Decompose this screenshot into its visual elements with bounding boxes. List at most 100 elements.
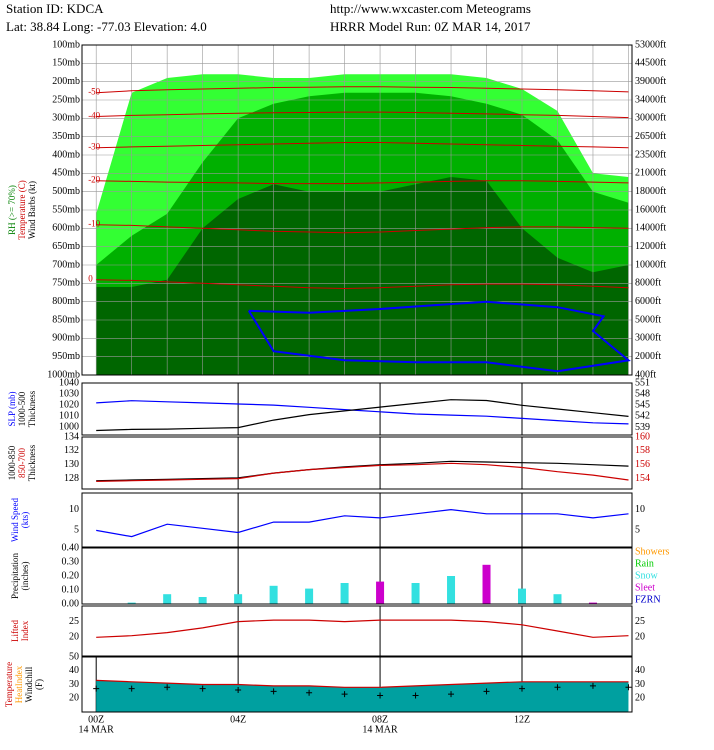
- y2-tick-label: 539: [635, 422, 650, 433]
- marker: [448, 691, 455, 698]
- series-line: [96, 679, 629, 688]
- freezing-contour: [247, 300, 631, 373]
- y-tick-label: 128: [64, 473, 79, 484]
- height-label: 39000ft: [635, 76, 666, 87]
- y-tick-label: 0.20: [62, 570, 80, 581]
- x-tick-label: 00Z: [88, 714, 104, 725]
- height-label: 21000ft: [635, 168, 666, 179]
- y-tick-label: 550mb: [52, 204, 80, 215]
- y-tick-label: 5: [74, 525, 79, 536]
- y2-tick-label: 40: [635, 665, 645, 676]
- y-tick-label: 1020: [59, 399, 79, 410]
- axis-title: SLP (mb): [7, 392, 17, 427]
- axis-title: Temperature (C): [17, 180, 27, 240]
- series-line: [96, 460, 629, 482]
- axis-title: Wind Speed: [10, 498, 20, 542]
- series-line: [96, 400, 629, 425]
- y-tick-label: 0.00: [62, 598, 80, 609]
- y-tick-label: 0.40: [62, 542, 80, 553]
- isotherm-label: -50: [88, 87, 100, 97]
- y-tick-label: 134: [64, 431, 79, 442]
- y-tick-label: 1000: [59, 422, 79, 433]
- bar: [127, 602, 136, 604]
- y2-tick-label: 20: [635, 632, 645, 643]
- y-tick-label: 1000mb: [47, 369, 80, 380]
- y-tick-label: 100mb: [52, 39, 80, 50]
- height-label: 30000ft: [635, 113, 666, 124]
- panel-border: [81, 656, 633, 713]
- axis-title: 1000-850: [7, 445, 17, 480]
- x-tick-label: 12Z: [514, 714, 530, 725]
- y-tick-label: 800mb: [52, 296, 80, 307]
- height-label: 44500ft: [635, 58, 666, 69]
- height-label: 26500ft: [635, 131, 666, 142]
- model-run: HRRR Model Run: 0Z MAR 14, 2017: [330, 19, 531, 34]
- height-label: 16000ft: [635, 204, 666, 215]
- bar: [234, 594, 243, 604]
- bar: [553, 594, 562, 604]
- y-tick-label: 30: [69, 679, 79, 690]
- y-tick-label: 130: [64, 459, 79, 470]
- y-tick-label: 950mb: [52, 351, 80, 362]
- y-tick-label: 20: [69, 632, 79, 643]
- legend-entry: FZRN: [635, 594, 661, 605]
- y-tick-label: 900mb: [52, 333, 80, 344]
- isotherm-label: -30: [88, 142, 100, 152]
- y2-tick-label: 154: [635, 473, 650, 484]
- isotherm: [96, 224, 629, 234]
- axis-title: Thickness: [27, 390, 37, 427]
- axis-title: Index: [20, 620, 30, 641]
- y-tick-label: 700mb: [52, 259, 80, 270]
- height-label: 23500ft: [635, 149, 666, 160]
- y-tick-label: 250mb: [52, 94, 80, 105]
- bar: [305, 588, 314, 604]
- y2-tick-label: 158: [635, 445, 650, 456]
- axis-title: Windchill: [24, 666, 34, 702]
- isotherm: [96, 111, 629, 119]
- axis-title: Temperature: [4, 662, 14, 707]
- bar: [447, 576, 456, 604]
- y-tick-label: 600mb: [52, 223, 80, 234]
- date-label: 14 MAR: [362, 724, 398, 735]
- series-line: [96, 462, 629, 482]
- site: http://www.wxcaster.com Meteograms: [330, 1, 531, 16]
- marker: [519, 685, 525, 692]
- y-tick-label: 500mb: [52, 186, 80, 197]
- y-tick-label: 40: [69, 665, 79, 676]
- panel-border: [81, 547, 633, 605]
- height-label: 400ft: [635, 369, 656, 380]
- axis-title: Wind Barbs (kt): [27, 181, 37, 239]
- marker: [341, 691, 348, 698]
- isotherm-label: -10: [88, 219, 100, 229]
- station-id: Station ID: KDCA: [6, 1, 104, 16]
- bar: [198, 597, 207, 604]
- axis-title: Lifted: [10, 620, 20, 642]
- marker: [412, 692, 419, 699]
- isotherm-label: -20: [88, 175, 100, 185]
- marker: [306, 689, 313, 696]
- y-tick-label: 1030: [59, 388, 79, 399]
- axis-title: Thickness: [27, 444, 37, 481]
- series-line: [96, 508, 629, 538]
- y2-tick-label: 548: [635, 388, 650, 399]
- axis-title: RH (>= 70%): [7, 185, 17, 235]
- height-label: 12000ft: [635, 241, 666, 252]
- legend-entry: Sleet: [635, 582, 655, 593]
- x-tick-label: 04Z: [230, 714, 246, 725]
- y-tick-label: 200mb: [52, 76, 80, 87]
- location: Lat: 38.84 Long: -77.03 Elevation: 4.0: [6, 19, 207, 34]
- y-tick-label: 300mb: [52, 113, 80, 124]
- y2-tick-label: 551: [635, 377, 650, 388]
- y-tick-label: 1040: [59, 377, 79, 388]
- height-label: 18000ft: [635, 186, 666, 197]
- bar: [518, 588, 526, 604]
- bar: [340, 583, 349, 604]
- y2-tick-label: 10: [635, 504, 645, 515]
- marker: [554, 684, 561, 691]
- height-label: 10000ft: [635, 259, 666, 270]
- y-tick-label: 350mb: [52, 131, 80, 142]
- date-label: 14 MAR: [79, 724, 115, 735]
- marker: [128, 685, 135, 692]
- bar: [163, 594, 172, 604]
